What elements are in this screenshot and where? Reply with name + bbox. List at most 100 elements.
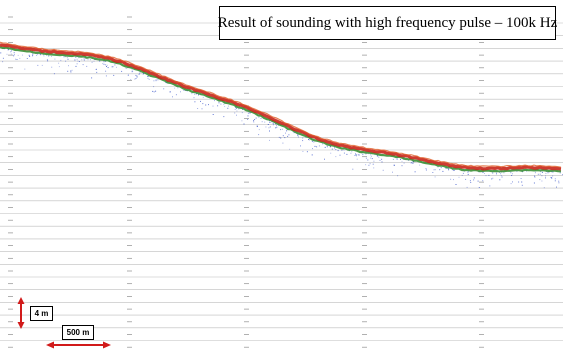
scatter-point — [268, 127, 270, 129]
scatter-point — [302, 140, 304, 142]
scatter-point — [473, 179, 475, 181]
scatter-point — [139, 72, 141, 74]
scatter-point — [492, 172, 494, 174]
scatter-point — [534, 175, 535, 177]
scatter-point — [152, 90, 154, 92]
scatter-point — [111, 66, 113, 68]
scatter-point — [74, 59, 76, 61]
scatter-point — [83, 58, 85, 60]
scatter-point — [540, 171, 542, 173]
scatter-point — [559, 172, 561, 174]
scatter-point — [518, 181, 520, 183]
scatter-point — [541, 171, 543, 173]
scatter-point — [288, 134, 290, 136]
scatter-point — [169, 91, 171, 93]
scatter-point — [103, 63, 105, 65]
scatter-point — [41, 64, 43, 66]
scatter-point — [43, 55, 45, 57]
scatter-point — [397, 175, 399, 177]
scatter-point — [510, 172, 512, 174]
scatter-point — [114, 64, 116, 66]
scatter-point — [356, 155, 357, 157]
scatter-point — [228, 105, 229, 107]
scatter-point — [516, 171, 518, 172]
scatter-point — [47, 60, 49, 62]
scatter-point — [0, 52, 2, 54]
scatter-point — [212, 105, 214, 107]
scatter-point — [551, 177, 553, 179]
scale-bars — [17, 297, 111, 349]
scatter-point — [376, 155, 378, 157]
scatter-point — [492, 177, 494, 179]
scatter-point — [367, 159, 369, 161]
scatter-point — [547, 171, 549, 173]
scatter-point — [7, 49, 9, 51]
vertical-scale-label: 4 m — [30, 306, 53, 321]
scatter-point — [234, 109, 236, 110]
scatter-point — [46, 54, 47, 56]
scatter-point — [463, 170, 465, 172]
scatter-point — [334, 147, 335, 149]
scatter-point — [434, 169, 436, 171]
scatter-point — [143, 72, 144, 74]
scatter-point — [17, 54, 19, 56]
scatter-point — [482, 172, 484, 173]
scatter-point — [102, 63, 104, 65]
scatter-point — [278, 136, 280, 138]
scatter-point — [335, 149, 337, 151]
scatter-point — [184, 90, 186, 91]
scatter-point — [217, 105, 219, 107]
scatter-point — [282, 135, 284, 137]
scatter-point — [343, 152, 345, 154]
scatter-point — [451, 169, 453, 171]
scatter-point — [297, 134, 299, 136]
scatter-point — [13, 54, 15, 56]
scatter-point — [46, 59, 48, 61]
scatter-point — [281, 128, 283, 130]
horizontal-scale-arrowhead-left — [46, 341, 54, 349]
scatter-point — [58, 62, 60, 64]
scatter-point — [11, 50, 12, 52]
scatter-point — [308, 139, 310, 141]
scatter-point — [104, 60, 106, 62]
scatter-point — [153, 80, 155, 82]
scatter-point — [500, 175, 502, 176]
scatter-point — [372, 163, 374, 165]
scatter-point — [130, 79, 132, 80]
scatter-point — [249, 112, 251, 114]
scatter-point — [534, 176, 536, 178]
scatter-point — [155, 79, 157, 81]
seabed-echo-trace — [0, 41, 562, 173]
scatter-point — [358, 154, 360, 156]
scatter-point — [343, 149, 345, 151]
scatter-point — [539, 173, 541, 175]
scatter-point — [242, 108, 244, 110]
scatter-point — [37, 53, 39, 55]
scatter-point — [135, 74, 137, 76]
scatter-point — [19, 57, 21, 59]
scatter-point — [434, 176, 436, 178]
scatter-point — [131, 69, 133, 71]
scatter-point — [180, 91, 181, 93]
scatter-point — [440, 167, 442, 169]
scatter-point — [258, 116, 260, 118]
scatter-point — [498, 172, 500, 173]
scatter-point — [272, 124, 274, 126]
scatter-point — [142, 73, 144, 75]
scatter-point — [285, 132, 286, 134]
scatter-point — [467, 171, 469, 173]
scatter-point — [197, 108, 199, 109]
scatter-point — [66, 57, 68, 59]
scatter-point — [556, 186, 557, 188]
scatter-point — [401, 160, 403, 162]
scatter-point — [392, 158, 394, 160]
scatter-point — [269, 120, 271, 122]
scatter-point — [411, 162, 413, 164]
scatter-point — [125, 67, 127, 69]
scatter-point — [174, 87, 176, 89]
scatter-point — [491, 178, 493, 180]
scatter-point — [306, 151, 308, 153]
scatter-point — [499, 179, 501, 181]
scatter-point — [356, 154, 358, 156]
